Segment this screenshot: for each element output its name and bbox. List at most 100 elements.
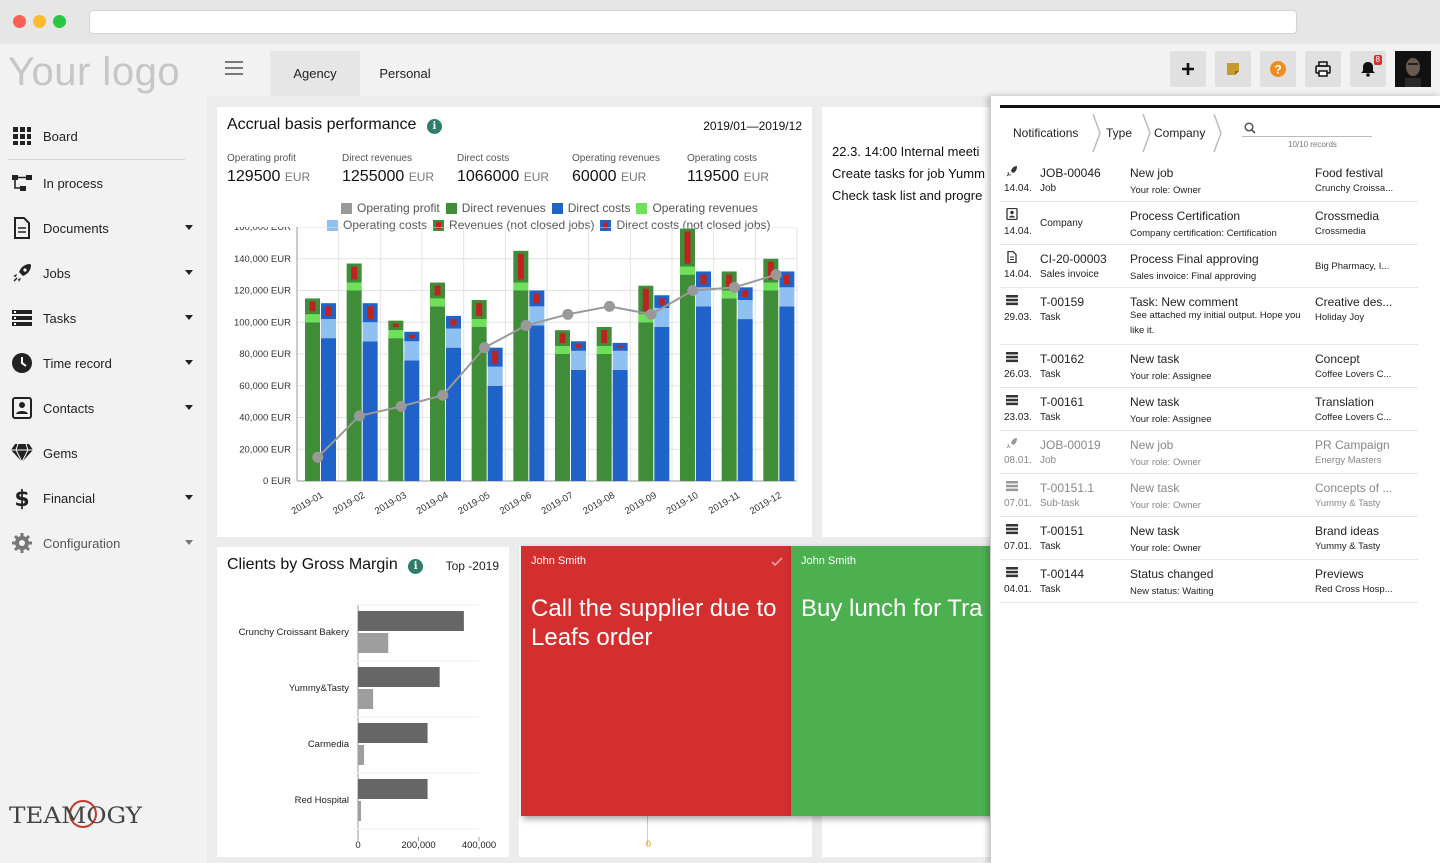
sidebar-item-contacts[interactable]: Contacts [0,388,207,428]
notification-row[interactable]: 26.03. T-00162 Task New task Your role: Assi… [1000,345,1418,388]
notification-project[interactable]: Food festival [1315,166,1384,180]
tab-personal[interactable]: Personal [379,66,431,81]
notification-company[interactable]: Coffee Lovers C... [1315,369,1392,380]
legend-item[interactable]: Operating costs [327,218,427,232]
notification-row[interactable]: 14.04. JOB-00046 Job New job Your role: Owne… [1000,159,1418,202]
breadcrumb-company[interactable]: Company [1154,126,1206,140]
note-card[interactable]: John Smith Buy lunch for Tra [791,546,991,816]
clients-filter[interactable]: Top -2019 [446,559,499,573]
notification-row[interactable]: 04.01. T-00144 Task Status changed New statu… [1000,560,1418,603]
direct-cost-bar [696,306,711,481]
minimize-window-button[interactable] [33,15,46,28]
x-tick-label: 2019-06 [498,490,534,517]
notification-code[interactable]: JOB-00019 [1040,438,1101,452]
info-icon[interactable]: i [426,119,442,134]
search-icon[interactable] [1244,122,1256,134]
notification-project[interactable]: Creative des... [1315,295,1393,309]
calendar-event[interactable]: Check task list and progre [832,188,983,203]
calendar-event[interactable]: 22.3. 14:00 Internal meeti [832,144,980,159]
sidebar-item-tasks[interactable]: Tasks [0,298,207,338]
notification-row[interactable]: 23.03. T-00161 Task New task Your role: Assi… [1000,388,1418,431]
legend-item[interactable]: Direct costs [551,201,630,215]
direct-revenue-bar [471,327,487,481]
chevron-down-icon[interactable] [185,405,193,410]
note-card[interactable]: John Smith Call the supplier due to Leaf… [521,546,791,816]
help-button[interactable]: ? [1260,51,1296,87]
chevron-down-icon[interactable] [185,225,193,230]
avatar[interactable] [1395,51,1431,87]
operating-profit-point [520,319,532,331]
notification-code[interactable]: T-00144 [1040,567,1085,581]
notification-code[interactable]: JOB-00046 [1040,166,1101,180]
x-tick-label: 400,000 [462,840,496,851]
notification-code[interactable]: T-00161 [1040,395,1085,409]
notification-company[interactable]: Crossmedia [1315,226,1366,237]
close-window-button[interactable] [13,15,26,28]
category-label: Red Hospital [295,795,349,806]
legend-item[interactable]: Direct costs (not closed jobs) [600,218,771,232]
notification-row[interactable]: 29.03. T-00159 Task Task: New comment See at… [1000,288,1418,345]
chevron-down-icon[interactable] [185,495,193,500]
notification-row[interactable]: 07.01. T-00151.1 Sub-task New task Your role… [1000,474,1418,517]
chevron-down-icon[interactable] [185,315,193,320]
notification-company[interactable]: Yummy & Tasty [1315,541,1381,552]
sidebar-item-financial[interactable]: $ Financial [0,478,207,518]
kpi-value: 129500 EUR [227,168,310,186]
sidebar-item-configuration[interactable]: Configuration [0,523,207,563]
notification-company[interactable]: Energy Masters [1315,455,1382,466]
sticky-note-button[interactable] [1215,51,1251,87]
check-icon[interactable] [771,557,783,567]
search-input[interactable] [1242,136,1372,137]
sidebar-item-documents[interactable]: Documents [0,208,207,248]
sidebar-item-in-process[interactable]: In process [0,163,207,203]
notification-row[interactable]: 07.01. T-00151 Task New task Your role: Owne… [1000,517,1418,560]
notification-company[interactable]: Yummy & Tasty [1315,498,1381,509]
info-icon[interactable]: i [408,559,424,574]
menu-icon[interactable] [225,61,243,75]
tab-agency[interactable]: Agency [270,51,360,96]
notification-code[interactable]: CI-20-00003 [1040,252,1107,266]
add-button[interactable] [1170,51,1206,87]
kpi-label: Operating costs [687,153,758,164]
notification-project[interactable]: Translation [1315,395,1374,409]
chevron-down-icon[interactable] [185,270,193,275]
sidebar-item-jobs[interactable]: Jobs [0,253,207,293]
notification-row[interactable]: 08.01. JOB-00019 Job New job Your role: Owne… [1000,431,1418,474]
notification-code[interactable]: T-00151 [1040,524,1085,538]
notification-code[interactable]: T-00159 [1040,295,1085,309]
breadcrumb-type[interactable]: Type [1106,126,1133,140]
maximize-window-button[interactable] [53,15,66,28]
legend-item[interactable]: Revenues (not closed jobs) [433,218,594,232]
operating-cost-bar [571,350,586,370]
notification-company[interactable]: Coffee Lovers C... [1315,412,1392,423]
print-button[interactable] [1305,51,1341,87]
chevron-down-icon[interactable] [185,360,193,365]
notification-row[interactable]: 14.04. CI-20-00003 Sales invoice Process Fi… [1000,245,1418,288]
notification-company[interactable]: Holiday Joy [1315,312,1365,323]
sidebar-item-board[interactable]: Board [0,116,207,156]
sidebar-item-gems[interactable]: Gems [0,433,207,473]
notification-company[interactable]: Big Pharmacy, I... [1315,261,1390,272]
calendar-event[interactable]: Create tasks for job Yumm [832,166,985,181]
notification-project[interactable]: Concepts of ... [1315,481,1393,495]
address-bar[interactable] [89,10,1297,34]
notification-code[interactable]: T-00151.1 [1040,481,1095,495]
sidebar-item-time-record[interactable]: Time record [0,343,207,383]
notification-project[interactable]: Previews [1315,567,1364,581]
chevron-down-icon[interactable] [185,540,193,545]
legend-item[interactable]: Operating revenues [636,201,758,215]
notification-project[interactable]: PR Campaign [1315,438,1390,452]
notification-project[interactable]: Brand ideas [1315,524,1380,538]
notification-code[interactable]: T-00162 [1040,352,1085,366]
legend-item[interactable]: Direct revenues [445,201,546,215]
notifications-button[interactable]: 8 [1350,51,1386,87]
notification-project[interactable]: Concept [1315,352,1360,366]
notification-project[interactable]: Crossmedia [1315,209,1380,223]
breadcrumb-notifications[interactable]: Notifications [1013,126,1079,140]
notification-company[interactable]: Red Cross Hosp... [1315,584,1393,595]
period-label[interactable]: 2019/01—2019/12 [703,119,802,133]
notification-date: 07.01. [1004,541,1032,552]
notification-company[interactable]: Crunchy Croissa... [1315,183,1394,194]
notification-row[interactable]: 14.04. Company Process Certification Compan… [1000,202,1418,245]
legend-item[interactable]: Operating profit [341,201,440,215]
